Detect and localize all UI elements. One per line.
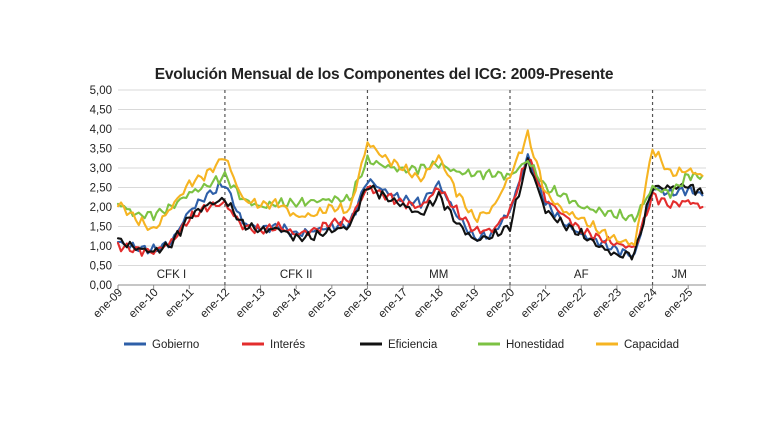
x-tick-label: ene-12	[198, 287, 232, 321]
series-line-eficiencia	[116, 157, 704, 261]
series-layer	[116, 129, 704, 261]
x-tick-label: ene-16	[341, 287, 375, 321]
y-tick-label: 1,50	[90, 222, 112, 234]
y-tick-label: 3,50	[90, 144, 112, 156]
x-tick-label: ene-21	[519, 287, 553, 321]
x-tick-label: ene-25	[661, 287, 695, 321]
period-label: CFK II	[280, 269, 313, 281]
legend-label: Gobierno	[152, 339, 199, 351]
y-tick-label: 3,00	[90, 163, 112, 175]
legend-label: Capacidad	[624, 339, 679, 351]
x-tick-label: ene-14	[269, 286, 303, 320]
y-tick-label: 5,00	[90, 85, 112, 97]
x-tick-label: ene-24	[626, 286, 660, 320]
period-label: CFK I	[157, 269, 186, 281]
x-tick-label: ene-17	[376, 287, 410, 321]
x-tick-label: ene-11	[163, 287, 196, 320]
x-tick-label: ene-20	[483, 287, 517, 321]
legend-label: Eficiencia	[388, 339, 438, 351]
period-layer: CFK I CFK II MM AF JM	[157, 90, 687, 285]
series-line-capacidad	[116, 129, 704, 247]
x-tick-label: ene-10	[127, 287, 161, 321]
legend: Gobierno Interés Eficiencia Honestidad Capac…	[124, 339, 679, 351]
y-tick-label: 0,50	[90, 261, 112, 273]
chart-title: Evolución Mensual de los Componentes del…	[154, 66, 614, 83]
y-tick-label: 4,50	[90, 105, 112, 117]
x-tick-label: ene-23	[590, 287, 624, 321]
x-tick-label: ene-18	[412, 287, 446, 321]
legend-label: Honestidad	[506, 339, 564, 351]
y-tick-label: 0,00	[90, 280, 112, 292]
y-tick-label: 4,00	[90, 124, 112, 136]
y-tick-label: 2,00	[90, 202, 112, 214]
x-tick-label: ene-13	[234, 287, 268, 321]
x-tick-label: ene-19	[448, 287, 482, 321]
series-line-honestidad	[116, 154, 704, 223]
period-label: JM	[672, 269, 687, 281]
x-tick-label: ene-15	[305, 287, 339, 321]
period-label: AF	[574, 269, 589, 281]
x-tick-label: ene-22	[555, 287, 589, 321]
legend-label: Interés	[270, 339, 305, 351]
y-tick-label: 2,50	[90, 183, 112, 195]
y-tick-label: 1,00	[90, 241, 112, 253]
period-label: MM	[429, 269, 448, 281]
